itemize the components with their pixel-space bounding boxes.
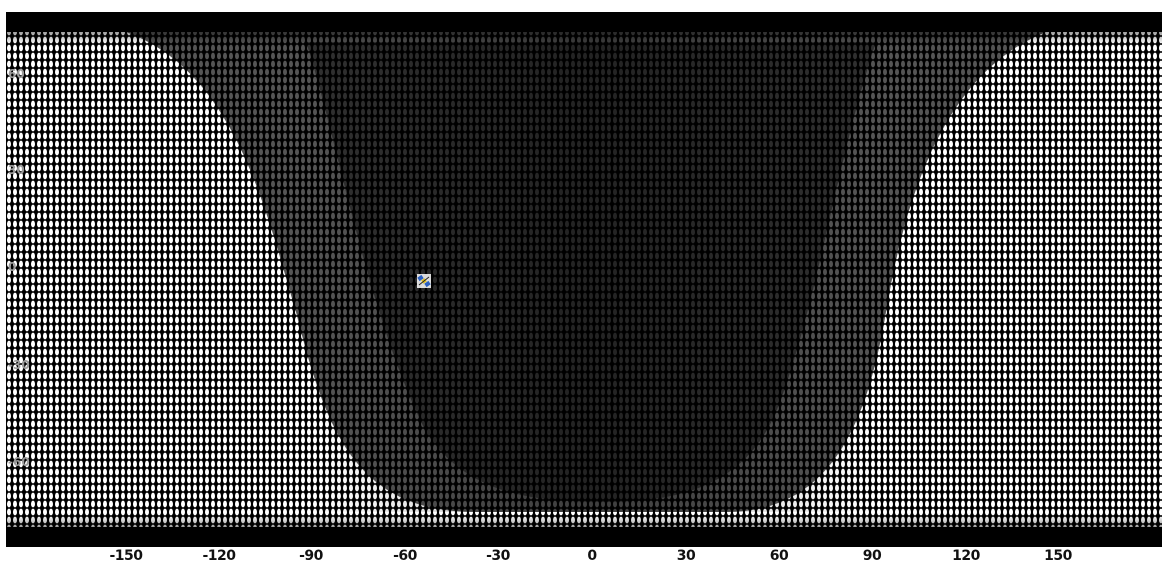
satellite-icon[interactable] — [417, 273, 432, 288]
world-map[interactable] — [6, 12, 1162, 547]
y-tick-label: 0 — [8, 260, 17, 274]
x-tick-label: 150 — [1044, 548, 1072, 564]
y-tick-label: 60 — [8, 67, 25, 81]
x-tick-label: 120 — [952, 548, 980, 564]
x-tick-label: 0 — [587, 548, 597, 564]
x-tick-label: 30 — [676, 548, 696, 564]
x-tick-label: -30 — [486, 548, 510, 564]
x-tick-label: -60 — [393, 548, 417, 564]
y-tick-label: 30 — [8, 163, 25, 177]
day-night-map-canvas — [6, 12, 1162, 547]
x-tick-label: 90 — [862, 548, 882, 564]
x-tick-label: 60 — [769, 548, 789, 564]
x-tick-label: -120 — [202, 548, 236, 564]
x-tick-label: -90 — [299, 548, 323, 564]
y-tick-label: -60 — [8, 455, 30, 469]
x-tick-label: -150 — [109, 548, 143, 564]
y-tick-label: -30 — [8, 358, 30, 372]
